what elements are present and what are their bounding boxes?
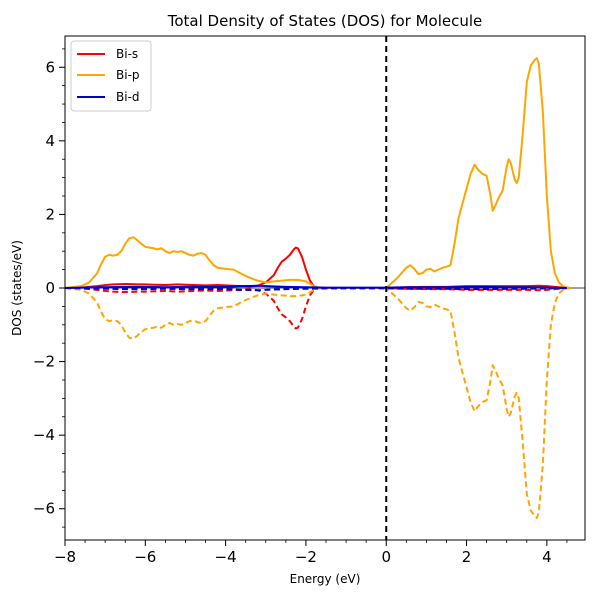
y-tick-label: 2: [45, 205, 55, 223]
series-line-bi-d-down: [64, 287, 567, 292]
x-tick-label: −2: [295, 548, 317, 566]
x-tick-label: −4: [215, 548, 237, 566]
y-tick-label: −2: [33, 353, 55, 371]
y-tick-label: −4: [33, 426, 55, 444]
x-axis-label: Energy (eV): [290, 572, 361, 586]
plot-area: [64, 36, 585, 540]
series-line-bi-s-down: [64, 287, 572, 330]
x-tick-label: 0: [381, 548, 391, 566]
axes-frame: [64, 35, 586, 541]
chart-title: Total Density of States (DOS) for Molecu…: [167, 12, 483, 30]
x-tick-label: 4: [542, 548, 552, 566]
legend-label-bi-s: Bi-s: [116, 47, 138, 61]
y-tick-label: 6: [45, 58, 55, 76]
legend-label-bi-d: Bi-d: [116, 90, 140, 104]
y-axis-label: DOS (states/eV): [10, 240, 24, 336]
x-tick-label: −8: [54, 548, 76, 566]
series-line-bi-d-up: [64, 284, 567, 289]
legend: Bi-s Bi-p Bi-d: [70, 40, 152, 112]
axis-ticks: −8 −6 −4 −2 0 2 4 −6 −4 −2 0 2 4 6: [33, 48, 568, 566]
y-tick-label: 4: [45, 132, 55, 150]
y-tick-label: −6: [33, 500, 55, 518]
legend-label-bi-p: Bi-p: [116, 68, 140, 82]
x-tick-label: −6: [134, 548, 156, 566]
y-tick-label: 0: [45, 279, 55, 297]
x-tick-label: 2: [462, 548, 472, 566]
legend-box: [70, 40, 152, 112]
